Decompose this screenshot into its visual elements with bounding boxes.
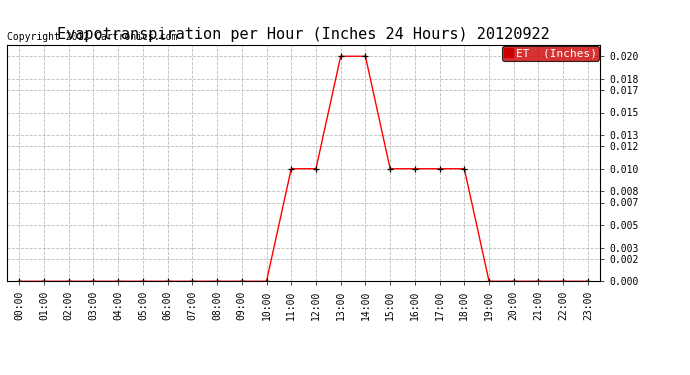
Title: Evapotranspiration per Hour (Inches 24 Hours) 20120922: Evapotranspiration per Hour (Inches 24 H… xyxy=(57,27,550,42)
Text: Copyright 2012 Cartronics.com: Copyright 2012 Cartronics.com xyxy=(7,32,177,42)
Legend: ET  (Inches): ET (Inches) xyxy=(502,46,599,61)
